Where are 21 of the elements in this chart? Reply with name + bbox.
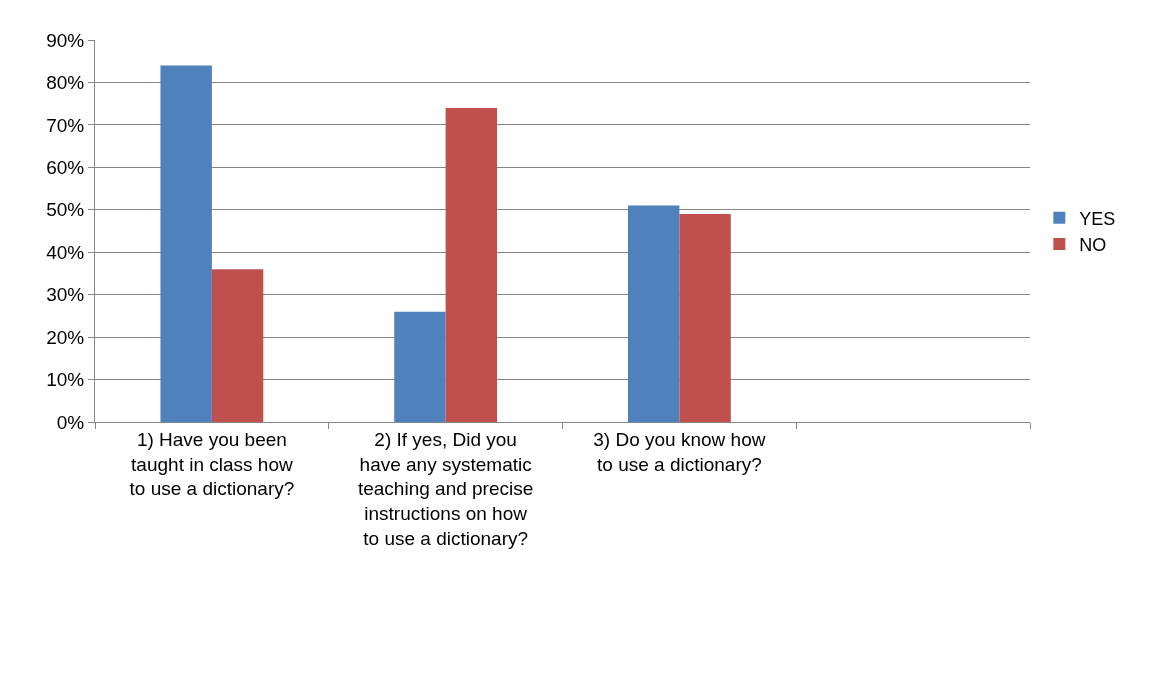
bar [627, 205, 680, 422]
y-tick-label: 10% [46, 369, 85, 391]
bar [394, 311, 446, 422]
x-tick-label: 3) Do you know how to use a dictionary? [593, 428, 766, 475]
y-tick-label: 70% [46, 114, 85, 136]
y-tick-label: 90% [46, 29, 85, 51]
y-tick-label: 80% [46, 72, 85, 94]
bar [679, 214, 731, 422]
bar [445, 107, 498, 422]
y-tick-label: 20% [46, 326, 85, 348]
legend-label: NO [1079, 235, 1107, 256]
y-tick-label: 50% [46, 199, 85, 221]
y-tick-label: 60% [46, 156, 85, 178]
x-tick-label: 1) Have you been taught in class how to use a dictionary? [129, 428, 295, 500]
y-tick-label: 40% [46, 241, 85, 263]
legend-label: YES [1079, 208, 1116, 229]
y-tick-label: 30% [46, 284, 85, 306]
x-tick-label: 2) If yes, Did you have any systematic teaching and precise instructions on how to use a dictionary? [357, 428, 534, 549]
y-tick-label: 0% [56, 411, 85, 433]
bar [160, 65, 212, 422]
bar [211, 269, 264, 422]
